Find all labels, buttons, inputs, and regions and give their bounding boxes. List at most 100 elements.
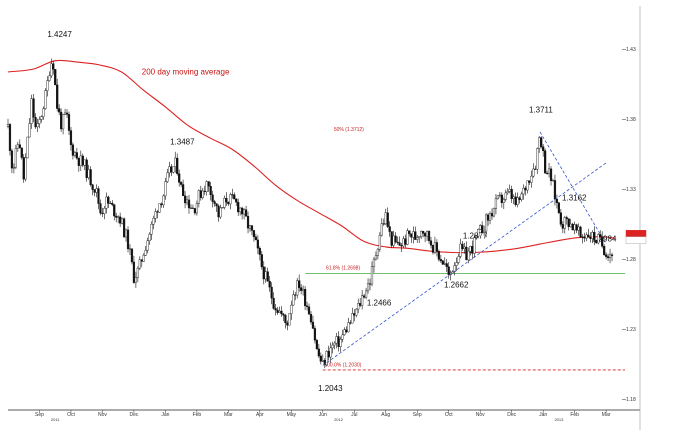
price-bar-body — [374, 255, 378, 260]
price-bar-body — [136, 268, 139, 278]
price-bar-body — [148, 233, 151, 242]
price-bar-body — [16, 144, 19, 149]
price-bar-body — [433, 242, 437, 253]
x-tick-label: Oct — [445, 412, 453, 418]
price-bar-body — [583, 236, 586, 239]
y-tick-label: 1.18 — [626, 397, 636, 403]
price-bar-body — [302, 289, 305, 291]
price-bar-body — [538, 137, 541, 149]
price-bar-body — [61, 114, 65, 130]
price-bar-body — [311, 321, 315, 329]
price-bar-body — [361, 295, 364, 306]
price-bar-body — [364, 290, 368, 298]
price-bar-body — [506, 191, 509, 194]
price-bar-body — [142, 255, 145, 262]
price-bar-body — [219, 207, 222, 218]
price-bar-body — [392, 235, 395, 246]
price-bar-body — [93, 189, 96, 193]
price-bar-body — [461, 243, 464, 250]
price-bar-body — [431, 245, 435, 253]
price-bar-body — [172, 166, 175, 173]
price-bar-body — [67, 114, 71, 131]
price-bar-body — [99, 203, 102, 214]
price-annotation: 1.2043 — [318, 384, 343, 393]
price-bar-body — [425, 230, 429, 237]
price-bar-body — [404, 238, 407, 245]
price-bar-body — [549, 168, 553, 181]
price-bar-body — [388, 226, 391, 232]
price-bar-body — [427, 230, 431, 241]
price-bar-body — [54, 69, 57, 86]
price-bar-body — [321, 360, 324, 362]
price-bar-body — [563, 217, 566, 229]
price-bar-body — [457, 256, 460, 263]
price-bar-body — [339, 339, 342, 347]
price-bar-body — [603, 246, 606, 255]
price-bar-body — [34, 117, 37, 128]
trend-line — [322, 162, 607, 366]
price-bar-body — [569, 223, 572, 227]
price-bar-body — [101, 212, 104, 214]
price-bar-body — [359, 303, 362, 306]
price-bar-body — [199, 190, 202, 198]
price-bar-body — [484, 214, 488, 232]
price-bar-body — [65, 112, 69, 115]
price-bar-body — [435, 242, 439, 252]
price-bar-body — [577, 226, 580, 231]
price-bar-body — [109, 202, 112, 204]
price-bar-body — [270, 286, 273, 299]
price-bar-body — [443, 263, 446, 265]
price-bar-body — [180, 182, 183, 185]
price-annotation: 1.2466 — [367, 299, 392, 308]
price-bar-body — [85, 159, 88, 178]
price-bar-body — [260, 254, 263, 268]
price-bar-body — [183, 195, 187, 204]
price-bar-body — [516, 197, 519, 205]
price-bar-body — [317, 348, 320, 357]
price-bar-body — [209, 185, 212, 196]
price-bar-body — [545, 172, 549, 174]
x-tick-label: Sep — [35, 412, 44, 418]
price-bar-body — [252, 230, 256, 238]
price-bar-body — [248, 225, 252, 229]
x-tick-label: Dec — [507, 412, 516, 418]
x-tick-label: Feb — [570, 412, 579, 418]
level-lines-layer — [305, 272, 625, 371]
price-bar-body — [567, 218, 570, 227]
price-bar-body — [40, 116, 43, 120]
price-bar-body — [237, 202, 240, 213]
fib-level-label: 61.8% (1.2698) — [326, 266, 361, 272]
price-bar-body — [231, 194, 234, 196]
price-bar-body — [368, 283, 372, 285]
price-bar-body — [418, 236, 421, 238]
price-bar-body — [494, 198, 498, 209]
price-bar-body — [97, 188, 100, 204]
price-bar-body — [225, 197, 228, 203]
price-bar-body — [26, 136, 29, 159]
price-bar-body — [6, 124, 10, 127]
price-bar-body — [117, 216, 120, 218]
y-tick-label: 1.43 — [626, 47, 636, 53]
price-bar-body — [471, 246, 474, 254]
price-bar-body — [268, 280, 271, 288]
price-bar-body — [8, 124, 12, 151]
price-bar-body — [278, 310, 281, 313]
price-bar-body — [241, 207, 244, 215]
price-bar-body — [608, 254, 612, 259]
price-bar-body — [266, 271, 269, 282]
price-bar-body — [518, 197, 521, 200]
price-bar-body — [296, 280, 299, 296]
price-bar-body — [366, 283, 370, 292]
price-bar-body — [44, 90, 47, 109]
price-bar-body — [551, 180, 555, 182]
price-bar-body — [575, 224, 578, 231]
price-bar-body — [333, 342, 336, 346]
price-bar-body — [156, 211, 159, 213]
price-bar-body — [144, 249, 147, 256]
x-tick-label: Feb — [193, 412, 202, 418]
price-bar-body — [264, 271, 267, 280]
price-bar-body — [380, 223, 383, 236]
price-bar-body — [398, 242, 401, 246]
price-bar-body — [429, 240, 433, 246]
price-bar-body — [526, 180, 529, 191]
